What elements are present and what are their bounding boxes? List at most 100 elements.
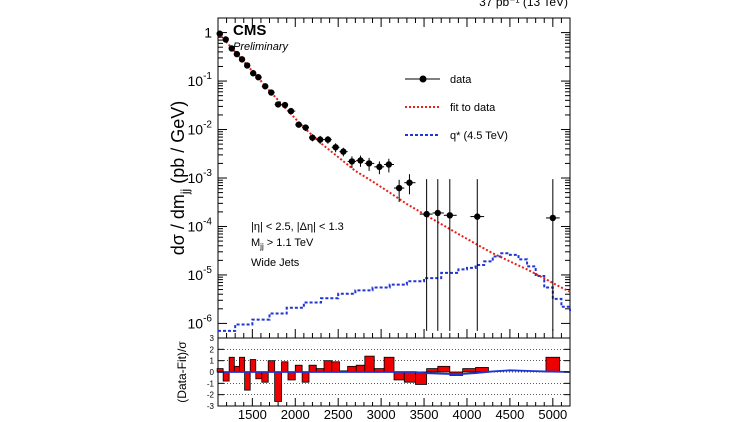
residual-y-tick-label: 1: [210, 357, 215, 366]
data-point: [376, 163, 383, 171]
lumi-label: 37 pb⁻¹ (13 TeV): [479, 0, 568, 9]
residual-bar: [222, 371, 230, 382]
residual-bar: [462, 368, 476, 373]
data-point: [385, 161, 393, 168]
data-point: [238, 56, 246, 63]
residual-bar: [403, 371, 416, 383]
residual-bar: [437, 365, 451, 373]
legend-fit-label: fit to data: [450, 102, 496, 114]
residual-ticks: -3 -2 -1 0 1 2 3 1500 2000 2500 3000 3500 4000 4500 50…: [207, 334, 571, 422]
legend: data fit to data q* (4.5 TeV): [405, 74, 508, 142]
residual-bar: [545, 356, 561, 373]
residual-bar: [426, 368, 439, 373]
residual-bar: [364, 355, 375, 373]
y-tick-label: 10-3: [188, 168, 213, 186]
residual-bar: [393, 371, 405, 381]
main-y-axis-label: dσ / dmjj (pb / GeV): [168, 101, 192, 256]
data-point: [287, 107, 295, 115]
data-point: [222, 36, 229, 43]
residual-bar: [355, 364, 366, 373]
data-point: [228, 45, 235, 52]
residual-bars-group: [216, 355, 561, 402]
data-point: [309, 134, 316, 141]
main-plot-panel: 1 10-1 10-2 10-3 10-4 10-5 10-6 CMS Preliminar…: [168, 17, 571, 339]
residual-bar: [274, 371, 282, 402]
data-point: [474, 213, 481, 220]
residual-bar: [255, 371, 263, 380]
main-plot-frame: [217, 17, 571, 339]
x-tick-label: 2500: [324, 407, 353, 422]
data-point: [255, 74, 262, 81]
residual-y-axis-label: (Data-Fit)/σ: [175, 341, 189, 403]
residual-bar: [301, 371, 310, 383]
cuts-line-1: |η| < 2.5, |Δη| < 1.3: [251, 221, 344, 233]
y-tick-label: 10-4: [188, 216, 213, 234]
data-points-group: [216, 30, 560, 331]
data-point: [262, 83, 269, 90]
data-point: [281, 101, 289, 109]
x-tick-label: 2000: [281, 407, 310, 422]
residual-bar: [323, 360, 333, 373]
y-tick-label: 10-5: [188, 265, 213, 283]
residual-y-tick-label: 2: [210, 345, 215, 354]
data-point: [316, 136, 324, 143]
x-tick-label: 4500: [495, 407, 524, 422]
legend-data-label: data: [450, 74, 472, 86]
data-point: [348, 158, 356, 165]
legend-signal-label: q* (4.5 TeV): [450, 130, 508, 142]
legend-data-marker: [419, 75, 427, 83]
data-point: [268, 89, 275, 96]
x-tick-label: 5000: [538, 407, 567, 422]
x-tick-label: 3000: [367, 407, 396, 422]
fit-curve-group: [217, 31, 571, 293]
main-y-ticks: 1 10-1 10-2 10-3 10-4 10-5 10-6: [188, 17, 571, 338]
residual-y-tick-label: -1: [207, 379, 215, 388]
residual-y-tick-label: 3: [210, 334, 215, 343]
residual-bar: [287, 371, 296, 381]
status-label: Preliminary: [233, 41, 290, 53]
data-point: [406, 179, 413, 186]
residual-plot-panel: -3 -2 -1 0 1 2 3 1500 2000 2500 3000 3500 4000 4500 50…: [175, 334, 571, 422]
data-point: [243, 62, 251, 69]
residual-bar: [294, 364, 303, 373]
x-tick-label: 4000: [453, 407, 482, 422]
data-point: [434, 209, 441, 217]
residual-bar: [244, 371, 251, 391]
data-point: [357, 157, 364, 164]
y-tick-label: 1: [204, 25, 212, 41]
data-point: [216, 30, 223, 37]
residual-bar: [281, 361, 289, 373]
data-point: [332, 144, 339, 151]
data-point: [423, 210, 430, 218]
cuts-line-2: Mjj > 1.1 TeV: [251, 237, 314, 251]
data-point: [295, 121, 302, 128]
residual-signal-group: [218, 369, 571, 376]
residual-y-tick-label: -2: [207, 391, 215, 400]
fit-curve: [217, 31, 571, 293]
cuts-line-3: Wide Jets: [251, 257, 300, 269]
data-point: [549, 214, 557, 222]
data-point: [233, 50, 241, 58]
residual-bar: [239, 356, 246, 373]
data-point: [446, 212, 454, 219]
residual-bar: [308, 364, 317, 373]
residual-y-tick-label: -3: [207, 402, 215, 411]
data-point: [274, 101, 282, 108]
residual-bar: [383, 356, 395, 373]
residual-bar: [228, 356, 235, 373]
y-tick-label: 10-2: [188, 120, 213, 138]
residual-bar: [331, 361, 340, 373]
residual-y-tick-label: 0: [210, 368, 215, 377]
experiment-label: CMS: [233, 22, 266, 39]
data-point: [250, 70, 257, 77]
x-tick-label: 3500: [410, 407, 439, 422]
data-point: [340, 148, 347, 155]
residual-signal-line: [218, 369, 571, 376]
data-point: [365, 160, 373, 167]
y-tick-label: 10-1: [188, 71, 213, 89]
data-point: [302, 124, 309, 131]
data-point: [395, 184, 403, 192]
x-tick-label: 1500: [238, 407, 267, 422]
residual-bar: [249, 359, 257, 373]
